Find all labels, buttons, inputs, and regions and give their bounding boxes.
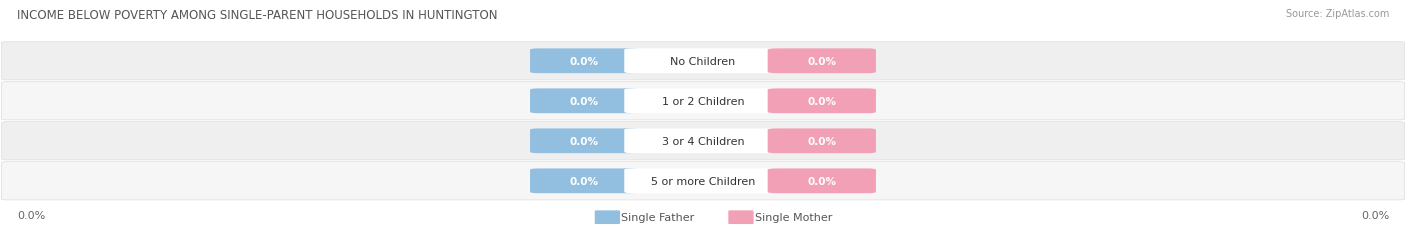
Text: 0.0%: 0.0% — [569, 96, 599, 106]
Text: Single Mother: Single Mother — [755, 212, 832, 222]
FancyBboxPatch shape — [624, 169, 782, 193]
Text: 0.0%: 0.0% — [807, 96, 837, 106]
FancyBboxPatch shape — [768, 89, 876, 114]
FancyBboxPatch shape — [768, 49, 876, 74]
Text: 3 or 4 Children: 3 or 4 Children — [662, 136, 744, 146]
Text: 0.0%: 0.0% — [1361, 210, 1389, 220]
FancyBboxPatch shape — [624, 129, 782, 154]
FancyBboxPatch shape — [768, 169, 876, 193]
FancyBboxPatch shape — [728, 210, 754, 224]
FancyBboxPatch shape — [768, 129, 876, 154]
Text: Single Father: Single Father — [621, 212, 695, 222]
FancyBboxPatch shape — [530, 129, 638, 154]
Text: 0.0%: 0.0% — [807, 57, 837, 67]
Text: Source: ZipAtlas.com: Source: ZipAtlas.com — [1285, 9, 1389, 19]
Text: 0.0%: 0.0% — [569, 136, 599, 146]
FancyBboxPatch shape — [624, 49, 782, 74]
Text: 1 or 2 Children: 1 or 2 Children — [662, 96, 744, 106]
Text: 0.0%: 0.0% — [569, 176, 599, 186]
FancyBboxPatch shape — [1, 43, 1405, 81]
FancyBboxPatch shape — [530, 49, 638, 74]
FancyBboxPatch shape — [1, 82, 1405, 120]
Text: 5 or more Children: 5 or more Children — [651, 176, 755, 186]
Text: 0.0%: 0.0% — [569, 57, 599, 67]
Text: No Children: No Children — [671, 57, 735, 67]
FancyBboxPatch shape — [1, 162, 1405, 200]
FancyBboxPatch shape — [530, 89, 638, 114]
Text: 0.0%: 0.0% — [807, 136, 837, 146]
FancyBboxPatch shape — [624, 89, 782, 114]
FancyBboxPatch shape — [595, 210, 620, 224]
Text: INCOME BELOW POVERTY AMONG SINGLE-PARENT HOUSEHOLDS IN HUNTINGTON: INCOME BELOW POVERTY AMONG SINGLE-PARENT… — [17, 9, 498, 22]
Text: 0.0%: 0.0% — [17, 210, 45, 220]
FancyBboxPatch shape — [530, 169, 638, 193]
Text: 0.0%: 0.0% — [807, 176, 837, 186]
FancyBboxPatch shape — [1, 122, 1405, 160]
